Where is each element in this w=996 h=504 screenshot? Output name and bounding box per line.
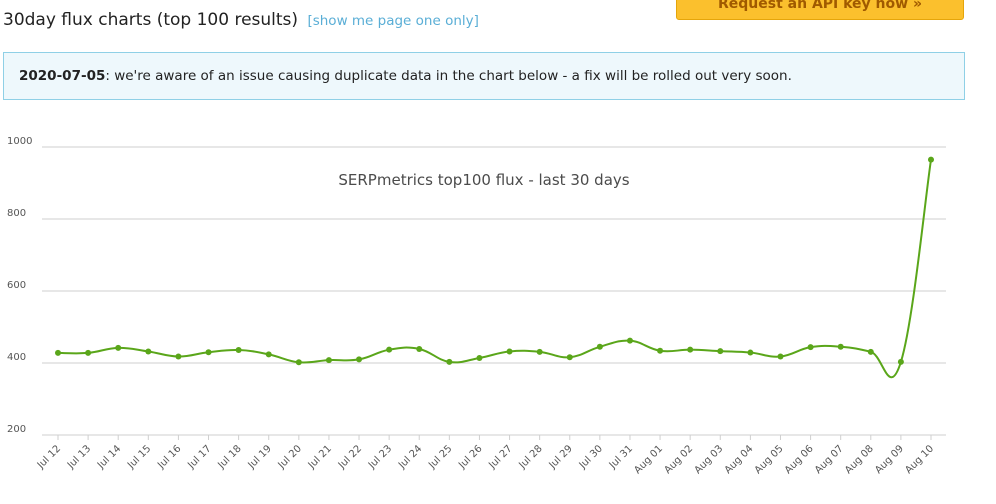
x-tick-label: Aug 08 xyxy=(843,443,876,476)
x-tick-label: Jul 16 xyxy=(155,443,183,471)
x-tick-label: Jul 24 xyxy=(396,443,424,471)
x-tick-label: Jul 18 xyxy=(215,443,243,471)
x-tick-label: Aug 04 xyxy=(723,443,756,476)
y-tick-label: 1000 xyxy=(7,136,32,147)
x-tick-label: Jul 29 xyxy=(547,443,575,471)
x-tick-label: Aug 02 xyxy=(662,443,695,476)
data-point[interactable] xyxy=(717,348,724,355)
data-point[interactable] xyxy=(807,344,814,351)
x-tick-label: Aug 07 xyxy=(813,443,846,476)
data-point[interactable] xyxy=(145,348,152,355)
data-point[interactable] xyxy=(115,344,122,351)
data-point[interactable] xyxy=(867,348,874,355)
x-tick-label: Jul 14 xyxy=(95,443,123,471)
data-point[interactable] xyxy=(536,348,543,355)
x-tick-label: Aug 03 xyxy=(693,443,726,476)
notice-banner: 2020-07-05: we're aware of an issue caus… xyxy=(3,52,965,100)
data-point[interactable] xyxy=(416,345,423,352)
series-points xyxy=(55,156,934,366)
data-point[interactable] xyxy=(566,354,573,361)
data-point[interactable] xyxy=(837,343,844,350)
y-tick-label: 800 xyxy=(7,208,26,219)
data-point[interactable] xyxy=(747,349,754,356)
data-point[interactable] xyxy=(777,353,784,360)
show-page-one-link[interactable]: [show me page one only] xyxy=(307,13,479,29)
request-api-key-button[interactable]: Request an API key now » xyxy=(676,0,964,20)
y-tick-label: 200 xyxy=(7,424,26,435)
flux-chart: SERPmetrics top100 flux - last 30 days 2… xyxy=(7,136,946,476)
x-tick-label: Aug 09 xyxy=(873,443,906,476)
x-axis: Jul 12 Jul 13 Jul 14 Jul 15 Jul 16 Jul 17 Jul … xyxy=(35,435,936,476)
series-line xyxy=(57,159,932,379)
data-point[interactable] xyxy=(175,353,182,360)
notice-date: 2020-07-05 xyxy=(19,68,106,84)
data-point[interactable] xyxy=(446,358,453,365)
x-tick-label: Jul 22 xyxy=(336,443,364,471)
page-title-text: 30day flux charts (top 100 results) xyxy=(3,10,299,30)
x-tick-label: Aug 10 xyxy=(903,443,936,476)
data-point[interactable] xyxy=(295,359,302,366)
data-point[interactable] xyxy=(55,349,61,356)
x-tick-label: Jul 23 xyxy=(366,443,394,471)
data-point[interactable] xyxy=(687,346,694,353)
notice-message: : we're aware of an issue causing duplic… xyxy=(105,68,792,84)
data-point[interactable] xyxy=(235,347,242,354)
x-tick-label: Aug 01 xyxy=(632,443,665,476)
data-point[interactable] xyxy=(356,356,363,363)
data-point[interactable] xyxy=(596,343,603,350)
x-tick-label: Jul 26 xyxy=(456,443,484,471)
data-point[interactable] xyxy=(626,337,633,344)
data-point[interactable] xyxy=(85,349,92,356)
page-title: 30day flux charts (top 100 results) [sho… xyxy=(3,10,479,30)
data-point[interactable] xyxy=(205,349,212,356)
y-axis: 200 400 600 800 1000 xyxy=(7,136,32,435)
x-tick-label: Jul 20 xyxy=(276,443,304,471)
y-tick-label: 600 xyxy=(7,280,26,291)
data-point[interactable] xyxy=(928,156,934,163)
data-point[interactable] xyxy=(386,346,393,353)
x-tick-label: Jul 25 xyxy=(426,443,454,471)
data-point[interactable] xyxy=(657,347,664,354)
chart-title: SERPmetrics top100 flux - last 30 days xyxy=(338,171,629,189)
x-tick-label: Jul 15 xyxy=(125,443,153,471)
x-tick-label: Jul 19 xyxy=(246,443,274,471)
x-tick-label: Jul 30 xyxy=(577,443,605,471)
data-point[interactable] xyxy=(476,354,483,361)
chart-grid xyxy=(42,146,946,436)
data-point[interactable] xyxy=(506,348,513,355)
x-tick-label: Jul 12 xyxy=(35,443,63,471)
x-tick-label: Jul 28 xyxy=(517,443,545,471)
x-tick-label: Jul 21 xyxy=(306,443,334,471)
data-point[interactable] xyxy=(897,358,904,365)
x-tick-label: Jul 31 xyxy=(607,443,635,471)
x-tick-label: Jul 27 xyxy=(486,443,514,471)
data-point[interactable] xyxy=(265,351,272,358)
y-tick-label: 400 xyxy=(7,352,26,363)
data-point[interactable] xyxy=(325,357,332,364)
x-tick-label: Aug 05 xyxy=(753,443,786,476)
x-tick-label: Jul 13 xyxy=(65,443,93,471)
x-tick-label: Jul 17 xyxy=(185,443,213,471)
x-tick-label: Aug 06 xyxy=(783,443,816,476)
